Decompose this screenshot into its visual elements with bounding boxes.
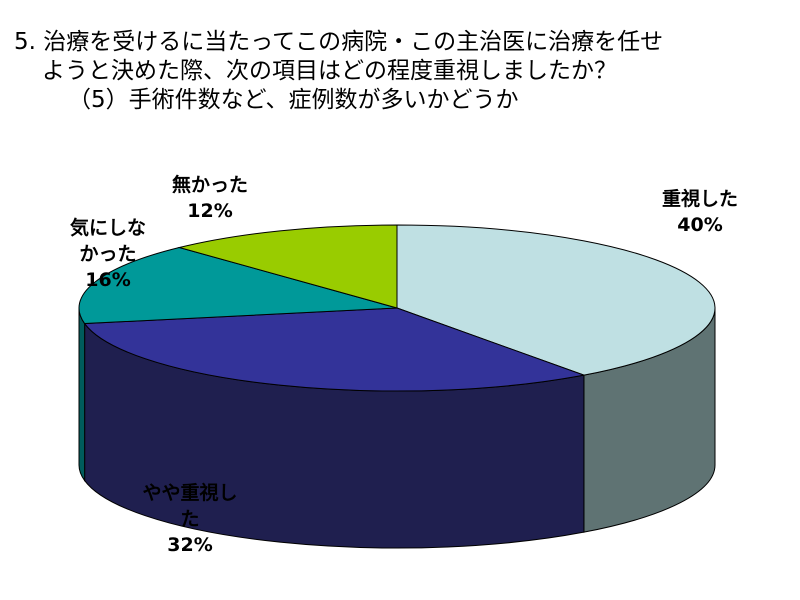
slice-label-2-value: 16% [85,269,131,291]
slice-label-2-name-b: かった [79,243,137,265]
pie-side-walls [78,307,716,549]
slice-label-1-name-a: やや重視し [142,482,238,504]
pie-slice-0 [396,224,716,376]
pie-slice-2 [78,246,398,325]
slice-label-0: 重視した 40% [640,186,760,238]
slice-label-0-name: 重視した [661,188,738,210]
page-title: 5. 治療を受けるに当たってこの病院・この主治医に治療を任せ ようと決めた際、次… [14,28,794,115]
pie-top-faces [78,224,716,392]
slice-label-1: やや重視し た 32% [130,480,250,558]
title-line-1: 5. 治療を受けるに当たってこの病院・この主治医に治療を任せ [14,29,664,55]
slice-label-2-name-a: 気にしな [69,217,146,239]
slice-label-1-value: 32% [167,534,213,556]
slice-label-3: 無かった 12% [150,172,270,224]
pie-slice-1 [83,307,586,392]
slice-label-0-value: 40% [677,214,723,236]
pie-slice-3 [177,224,398,309]
slice-label-3-value: 12% [187,200,233,222]
slice-label-3-name: 無かった [171,174,248,196]
title-line-2: ようと決めた際、次の項目はどの程度重視しましたか？ [42,58,617,84]
slice-label-1-name-b: た [180,508,200,530]
pie-side-2 [78,307,86,483]
slice-label-2: 気にしな かった 16% [48,215,168,293]
title-line-3: （5）手術件数など、症例数が多いかどうか [68,87,519,113]
